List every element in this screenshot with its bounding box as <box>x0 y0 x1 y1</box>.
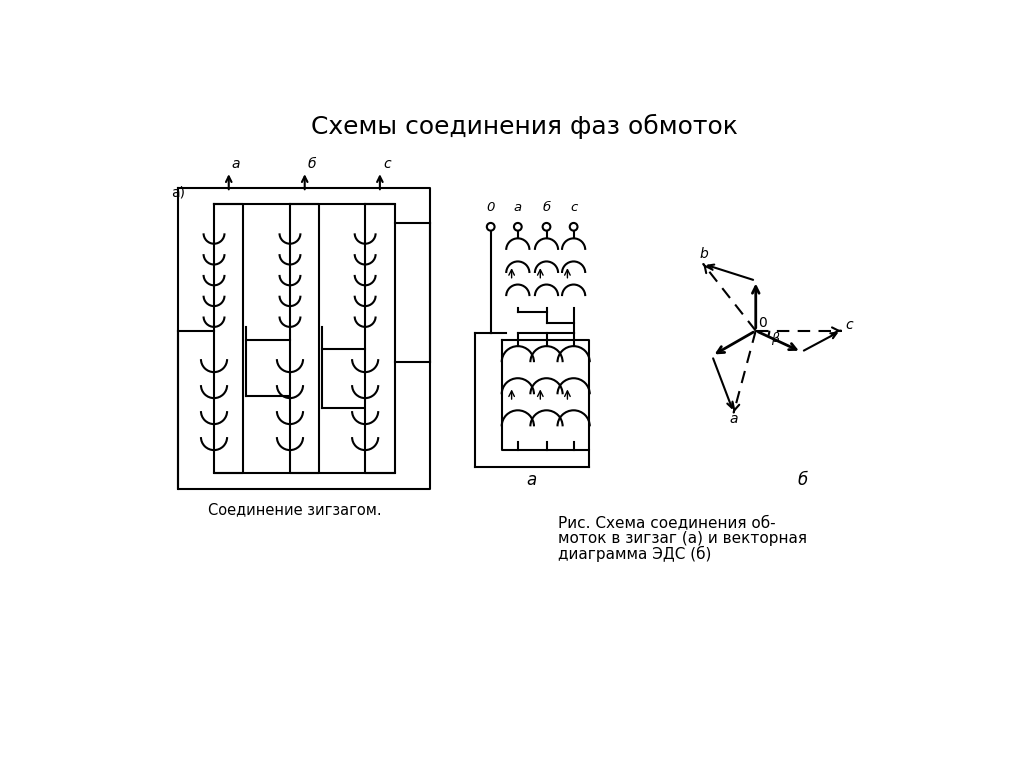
Text: б: б <box>308 157 316 171</box>
Text: 0: 0 <box>486 202 495 215</box>
Text: а): а) <box>171 185 184 199</box>
Text: 0: 0 <box>758 316 767 330</box>
Text: б: б <box>543 202 551 215</box>
Text: b: b <box>699 247 709 261</box>
Text: диаграмма ЭДС (б): диаграмма ЭДС (б) <box>558 546 712 562</box>
Text: а: а <box>526 471 537 489</box>
Text: с: с <box>383 157 390 171</box>
Text: б: б <box>797 471 807 489</box>
Text: а: а <box>514 202 522 215</box>
Text: Рис. Схема соединения об-: Рис. Схема соединения об- <box>558 515 776 531</box>
Text: а: а <box>231 157 241 171</box>
Text: β: β <box>771 331 779 344</box>
Text: Схемы соединения фаз обмоток: Схемы соединения фаз обмоток <box>311 114 738 140</box>
Text: Соединение зигзагом.: Соединение зигзагом. <box>208 502 381 517</box>
Text: а: а <box>730 413 738 426</box>
Text: с: с <box>845 318 853 332</box>
Text: моток в зигзаг (а) и векторная: моток в зигзаг (а) и векторная <box>558 531 807 546</box>
Text: с: с <box>570 202 578 215</box>
